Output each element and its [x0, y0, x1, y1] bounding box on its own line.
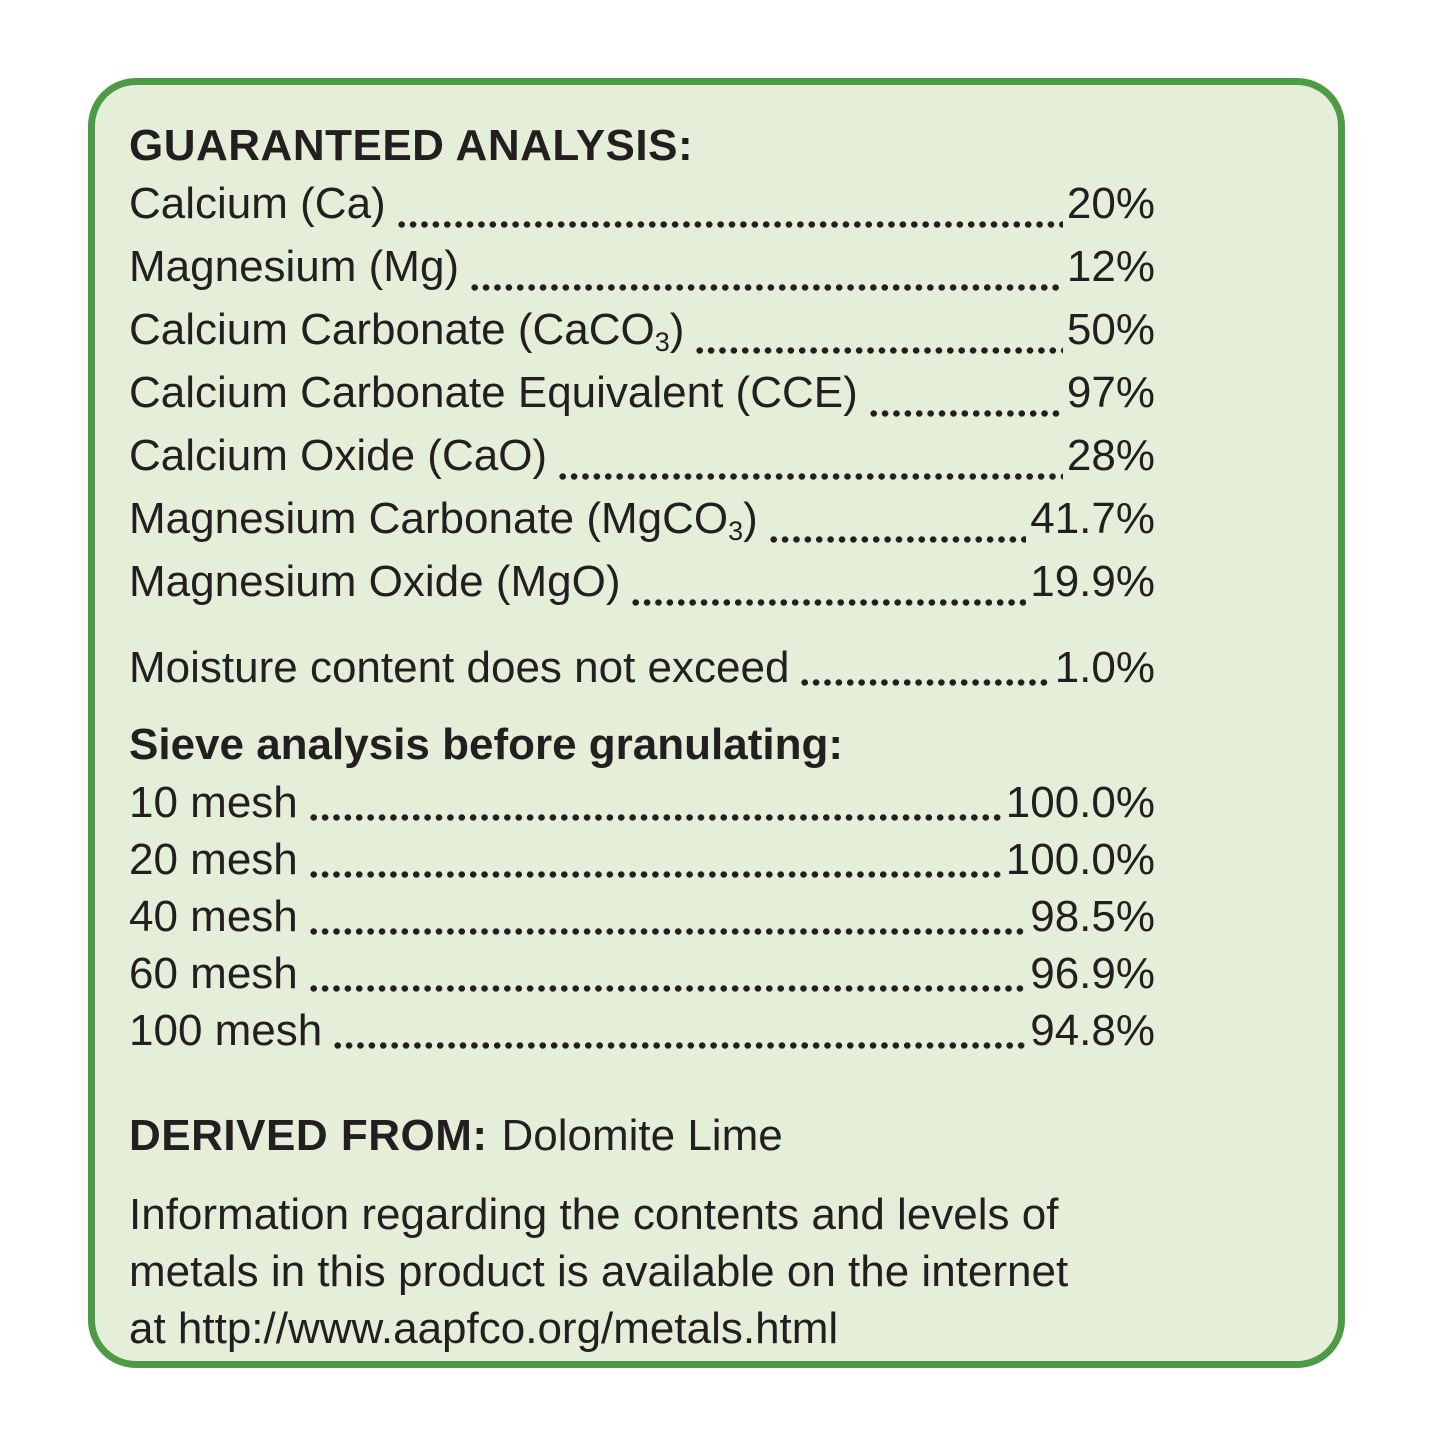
dot-leader	[330, 1002, 1027, 1059]
analysis-label: Calcium (Ca)	[129, 179, 386, 228]
analysis-label: Calcium Carbonate Equivalent (CCE)	[129, 368, 858, 417]
label-panel: GUARANTEED ANALYSIS: Calcium (Ca) 20% Ma…	[88, 78, 1345, 1368]
analysis-row-magnesium-oxide: Magnesium Oxide (MgO) 19.9%	[129, 553, 1155, 616]
metals-note-line: Information regarding the contents and l…	[129, 1190, 1059, 1239]
dot-leader	[797, 639, 1051, 696]
analysis-value: 28%	[1066, 431, 1155, 480]
moisture-label: Moisture content does not exceed	[129, 643, 790, 692]
sieve-label: 20 mesh	[129, 835, 298, 884]
dot-leader	[305, 831, 1002, 888]
sieve-label: 10 mesh	[129, 778, 298, 827]
moisture-row: Moisture content does not exceed 1.0%	[129, 639, 1155, 696]
derived-from-label: DERIVED FROM:	[129, 1111, 488, 1160]
analysis-row-magnesium: Magnesium (Mg) 12%	[129, 238, 1155, 301]
analysis-label: Calcium Oxide (CaO)	[129, 431, 548, 480]
sieve-value: 100.0%	[1005, 835, 1155, 884]
sieve-label: 40 mesh	[129, 892, 298, 941]
sieve-row-40-mesh: 40 mesh 98.5%	[129, 888, 1155, 945]
analysis-value: 19.9%	[1030, 557, 1155, 606]
analysis-row-magnesium-carbonate: Magnesium Carbonate (MgCO3) 41.7%	[129, 490, 1155, 553]
analysis-value: 12%	[1066, 242, 1155, 291]
sieve-value: 94.8%	[1030, 1006, 1155, 1055]
sieve-analysis-heading: Sieve analysis before granulating:	[129, 720, 844, 769]
sieve-value: 98.5%	[1030, 892, 1155, 941]
moisture-value: 1.0%	[1054, 643, 1155, 692]
analysis-row-calcium-oxide: Calcium Oxide (CaO) 28%	[129, 427, 1155, 490]
sieve-row-100-mesh: 100 mesh 94.8%	[129, 1002, 1155, 1059]
dot-leader	[393, 175, 1063, 238]
analysis-label: Calcium Carbonate (CaCO3)	[129, 305, 685, 357]
analysis-row-cce: Calcium Carbonate Equivalent (CCE) 97%	[129, 364, 1155, 427]
guaranteed-analysis-list: Calcium (Ca) 20% Magnesium (Mg) 12% Calc…	[129, 175, 1155, 616]
sieve-row-60-mesh: 60 mesh 96.9%	[129, 945, 1155, 1002]
analysis-row-calcium: Calcium (Ca) 20%	[129, 175, 1155, 238]
metals-note-line: metals in this product is available on t…	[129, 1247, 1069, 1296]
sieve-label: 60 mesh	[129, 949, 298, 998]
sieve-row-20-mesh: 20 mesh 100.0%	[129, 831, 1155, 888]
metals-note: Information regarding the contents and l…	[129, 1186, 1155, 1357]
dot-leader	[555, 427, 1063, 490]
metals-note-line: at http://www.aapfco.org/metals.html	[129, 1304, 839, 1353]
sieve-value: 100.0%	[1005, 778, 1155, 827]
dot-leader	[765, 490, 1027, 553]
sieve-row-10-mesh: 10 mesh 100.0%	[129, 774, 1155, 831]
analysis-value: 97%	[1066, 368, 1155, 417]
analysis-label: Magnesium Oxide (MgO)	[129, 557, 621, 606]
derived-from-value: Dolomite Lime	[501, 1111, 783, 1160]
sieve-analysis-list: 10 mesh 100.0% 20 mesh 100.0% 40 mesh 98…	[129, 774, 1155, 1059]
sieve-value: 96.9%	[1030, 949, 1155, 998]
dot-leader	[628, 553, 1027, 616]
analysis-label: Magnesium (Mg)	[129, 242, 460, 291]
dot-leader	[305, 945, 1027, 1002]
analysis-value: 50%	[1066, 305, 1155, 354]
dot-leader	[692, 301, 1063, 364]
sieve-label: 100 mesh	[129, 1006, 323, 1055]
dot-leader	[865, 364, 1063, 427]
dot-leader	[305, 774, 1002, 831]
analysis-row-calcium-carbonate: Calcium Carbonate (CaCO3) 50%	[129, 301, 1155, 364]
dot-leader	[305, 888, 1027, 945]
guaranteed-analysis-title: GUARANTEED ANALYSIS:	[129, 121, 694, 170]
analysis-value: 20%	[1066, 179, 1155, 228]
analysis-value: 41.7%	[1030, 494, 1155, 543]
dot-leader	[467, 238, 1063, 301]
derived-from-line: DERIVED FROM: Dolomite Lime	[129, 1107, 1155, 1165]
analysis-label: Magnesium Carbonate (MgCO3)	[129, 494, 758, 546]
